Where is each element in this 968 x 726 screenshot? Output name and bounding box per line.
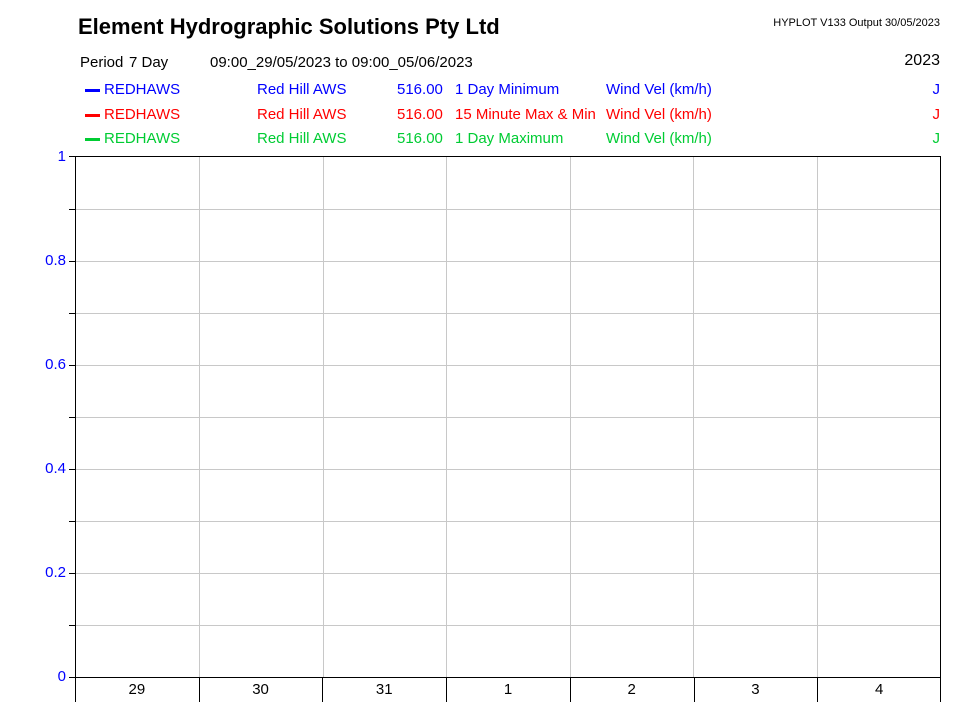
legend-color-swatch bbox=[85, 113, 100, 117]
h-gridline bbox=[76, 573, 940, 574]
legend-trace-label: 15 Minute Max & Min bbox=[455, 105, 596, 123]
legend-unit-label: Wind Vel (km/h) bbox=[606, 130, 712, 147]
y-tick-label: 0.2 bbox=[45, 564, 66, 581]
legend-quality-flag: J bbox=[932, 81, 941, 98]
y-tick bbox=[69, 313, 76, 314]
x-tick-divider bbox=[322, 678, 323, 702]
v-gridline bbox=[693, 157, 694, 677]
h-gridline bbox=[76, 365, 940, 366]
v-gridline bbox=[446, 157, 447, 677]
y-tick-label: 1 bbox=[57, 148, 66, 165]
y-tick bbox=[69, 469, 76, 470]
y-tick bbox=[69, 573, 76, 574]
x-tick-divider bbox=[817, 678, 818, 702]
period-label: Period bbox=[80, 54, 124, 71]
x-day-label: 29 bbox=[128, 681, 146, 698]
v-gridline bbox=[817, 157, 818, 677]
h-gridline bbox=[76, 417, 940, 418]
legend-station-name: Red Hill AWS bbox=[257, 105, 347, 123]
plot-area: 1 0.8 0.6 0.4 0.2 0 29 30 31 1 2 3 4 bbox=[45, 148, 941, 702]
x-day-label: 3 bbox=[751, 681, 760, 698]
legend-station-id: REDHAWS bbox=[104, 130, 181, 147]
y-tick-label: 0.4 bbox=[45, 460, 66, 477]
legend-color-swatch bbox=[85, 138, 100, 141]
legend-unit-label: Wind Vel (km/h) bbox=[606, 81, 712, 98]
legend-color-swatch bbox=[85, 89, 100, 92]
x-day-label: 2 bbox=[627, 681, 636, 698]
y-tick bbox=[69, 521, 76, 522]
year-label: 2023 bbox=[904, 52, 940, 69]
h-gridline bbox=[76, 469, 940, 470]
h-gridline bbox=[76, 313, 940, 314]
h-gridline bbox=[76, 261, 940, 262]
legend-row: REDHAWS Red Hill AWS 516.00 15 Minute Max &… bbox=[0, 104, 968, 126]
legend-trace-label: 1 Day Minimum bbox=[455, 81, 560, 98]
legend-station-number: 516.00 bbox=[397, 130, 443, 147]
legend-unit-label: Wind Vel (km/h) bbox=[606, 105, 712, 123]
v-gridline bbox=[570, 157, 571, 677]
y-tick bbox=[69, 156, 76, 157]
x-day-label: 31 bbox=[375, 681, 393, 698]
page-title: Element Hydrographic Solutions Pty Ltd bbox=[78, 14, 500, 39]
x-tick-divider bbox=[694, 678, 695, 702]
x-tick-divider bbox=[199, 678, 200, 702]
y-tick bbox=[69, 261, 76, 262]
legend-station-number: 516.00 bbox=[397, 81, 443, 98]
legend-station-name: Red Hill AWS bbox=[257, 130, 347, 147]
period-value: 7 Day bbox=[129, 54, 169, 71]
x-day-label: 30 bbox=[252, 681, 269, 698]
y-tick-label: 0 bbox=[57, 668, 66, 685]
x-tick-divider bbox=[570, 678, 571, 702]
y-tick bbox=[69, 625, 76, 626]
legend-quality-flag: J bbox=[932, 130, 941, 147]
x-tick-divider bbox=[446, 678, 447, 702]
v-gridline bbox=[199, 157, 200, 677]
y-tick-label: 0.6 bbox=[45, 356, 66, 373]
y-tick bbox=[69, 417, 76, 418]
app-version-info: HYPLOT V133 Output 30/05/2023 bbox=[773, 17, 940, 29]
y-tick-label: 0.8 bbox=[45, 252, 66, 269]
x-day-label: 1 bbox=[503, 681, 513, 698]
legend-trace-label: 1 Day Maximum bbox=[455, 130, 564, 147]
x-axis-strip: 29 30 31 1 2 3 4 bbox=[75, 677, 941, 702]
v-gridline bbox=[323, 157, 324, 677]
legend-station-id: REDHAWS bbox=[104, 81, 181, 98]
h-gridline bbox=[76, 521, 940, 522]
legend-quality-flag: J bbox=[932, 105, 941, 123]
period-range: 09:00_29/05/2023 to 09:00_05/06/2023 bbox=[210, 54, 473, 71]
legend-station-name: Red Hill AWS bbox=[257, 81, 347, 98]
y-tick bbox=[69, 365, 76, 366]
y-tick bbox=[69, 677, 76, 678]
legend-station-id: REDHAWS bbox=[104, 105, 181, 123]
h-gridline bbox=[76, 625, 940, 626]
x-tick-divider bbox=[940, 678, 941, 702]
y-tick bbox=[69, 209, 76, 210]
x-day-label: 4 bbox=[874, 681, 884, 698]
h-gridline bbox=[76, 209, 940, 210]
legend-station-number: 516.00 bbox=[397, 105, 443, 123]
legend-row: REDHAWS Red Hill AWS 516.00 1 Day Maximum Wi… bbox=[0, 128, 968, 150]
legend-row: REDHAWS Red Hill AWS 516.00 1 Day Minimum Wi… bbox=[0, 79, 968, 101]
x-tick-divider bbox=[75, 678, 76, 702]
